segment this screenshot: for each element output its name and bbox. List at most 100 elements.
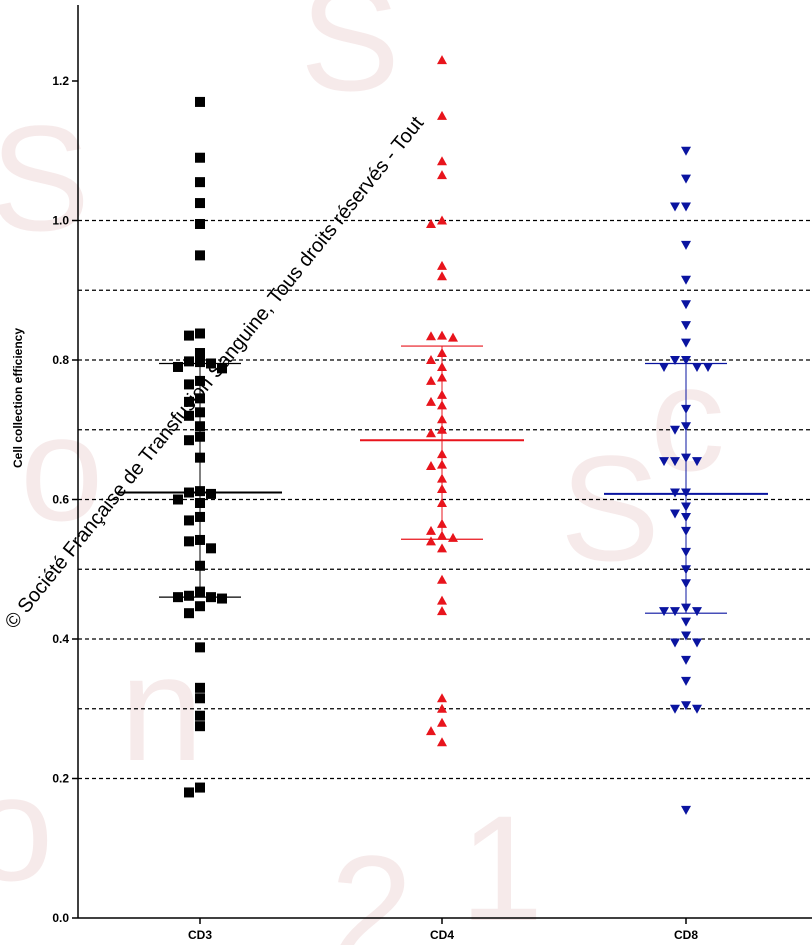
y-tick-label: 1.2 [52,74,69,88]
cd8-point [681,146,691,156]
cd4-point [437,449,447,459]
cd3-point [195,782,205,793]
cd8-point [681,579,691,589]
cd3-point [195,96,205,107]
cd4-point [437,606,447,616]
cd4-point [437,156,447,166]
cd4-point [437,574,447,584]
cd4-point [437,424,447,434]
cd4-point [437,473,447,483]
y-tick-label: 0.6 [52,493,69,507]
cd3-point [184,410,194,421]
cd4-point [437,518,447,528]
cd8-point [681,655,691,665]
cd3-point [184,590,194,601]
cd8-point [681,565,691,575]
cd3-point [184,515,194,526]
cd3-point [184,787,194,798]
background-watermark-glyph: S [560,424,660,592]
cd8-point [681,275,691,285]
cd3-point [173,361,183,372]
cd3-point [184,608,194,619]
cd8-point [681,453,691,463]
cd8-point [681,422,691,432]
cd8-point [692,362,702,372]
cd3-point [195,375,205,386]
cd3-point [206,488,216,499]
cd3-point [184,487,194,498]
x-tick-label: CD8 [674,928,698,942]
y-tick-label: 1.0 [52,214,69,228]
cd3-point [195,431,205,442]
cd3-point [195,601,205,612]
background-watermark-glyph: S [300,0,400,122]
cd8-point [681,512,691,522]
cd8-point [681,701,691,711]
cd3-point [217,363,227,374]
cd4-point [426,331,436,341]
cd4-point [437,737,447,747]
cd4-point [448,532,458,542]
cd8-point [670,356,680,365]
y-tick-label: 0.0 [52,911,69,925]
cd3-point [195,198,205,209]
cd4-point [448,332,458,342]
cd3-point [195,177,205,188]
cd8-point [659,457,669,467]
cd8-point [659,607,669,617]
cd3-point [173,494,183,505]
cd3-point [195,486,205,497]
cd8-point [681,240,691,250]
cd3-point [195,642,205,653]
cd3-point [184,356,194,367]
cd8-point [670,488,680,498]
cd8-point [670,425,680,435]
cd3-point [184,536,194,547]
cd3-point [195,348,205,359]
cd8-point [670,638,680,648]
cd8-point [659,362,669,372]
cd3-point [195,218,205,229]
cd8-point [703,362,713,372]
cd4-point [426,536,436,546]
cd4-point [437,414,447,424]
data-points [173,55,713,815]
cd3-point [184,379,194,390]
cd4-point [437,543,447,553]
cd8-point [681,404,691,414]
x-tick-label: CD3 [188,928,212,942]
cd4-point [437,55,447,65]
cd3-point [195,560,205,571]
cd4-point [426,375,436,385]
cd4-point [437,497,447,507]
cd4-point [426,355,436,364]
cd4-point [437,215,447,225]
cd4-point [437,389,447,399]
y-ticks: 0.0 0.2 0.4 0.6 0.8 1.0 1.2 [52,74,78,925]
x-tick-label: CD4 [430,928,454,942]
cd4-point [437,717,447,727]
cd3-point [195,452,205,463]
cd3-point [195,710,205,721]
cd4-point [437,530,447,540]
cd8-point [681,321,691,331]
cd8-point [681,338,691,348]
cd8-point [681,603,691,613]
cd3-point [195,511,205,522]
cd8-point [681,488,691,498]
cd3-point [195,682,205,693]
cd3-point [173,592,183,603]
cd8-point [681,502,691,512]
x-ticks: CD3 CD4 CD8 [188,918,698,942]
cd8-point [681,805,691,815]
cd8-point [670,202,680,212]
cd4-point [426,428,436,438]
background-watermark-glyph: n [120,624,203,792]
cd3-point [195,152,205,163]
cd8-point [681,631,691,641]
cd8-point [692,607,702,617]
cd8-point [681,676,691,686]
background-watermark-glyph: o [20,384,103,552]
cd3-point [195,407,205,418]
